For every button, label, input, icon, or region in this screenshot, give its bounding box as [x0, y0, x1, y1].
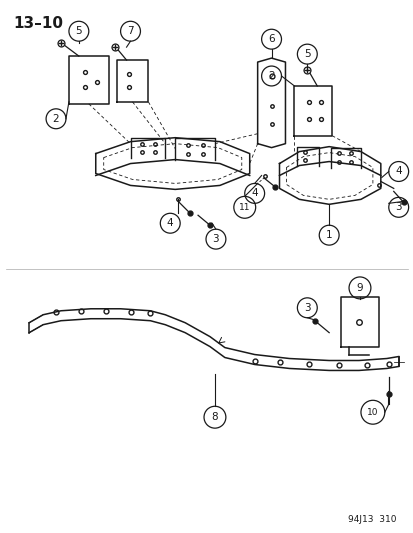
- Text: 1: 1: [325, 230, 332, 240]
- Text: 5: 5: [75, 26, 82, 36]
- Text: 5: 5: [303, 49, 310, 59]
- Text: 2: 2: [52, 114, 59, 124]
- Text: 94J13  310: 94J13 310: [347, 515, 396, 523]
- Text: 10: 10: [366, 408, 378, 417]
- Text: 4: 4: [251, 188, 257, 198]
- Text: 13–10: 13–10: [13, 17, 63, 31]
- Text: 3: 3: [212, 234, 219, 244]
- Text: 3: 3: [394, 203, 401, 212]
- Text: 4: 4: [166, 218, 173, 228]
- Text: 3: 3: [303, 303, 310, 313]
- Text: 6: 6: [268, 34, 274, 44]
- Text: 2: 2: [268, 71, 274, 81]
- Text: 7: 7: [127, 26, 133, 36]
- Text: 11: 11: [238, 203, 250, 212]
- Text: 8: 8: [211, 412, 218, 422]
- Text: 4: 4: [394, 166, 401, 176]
- Text: 9: 9: [356, 283, 362, 293]
